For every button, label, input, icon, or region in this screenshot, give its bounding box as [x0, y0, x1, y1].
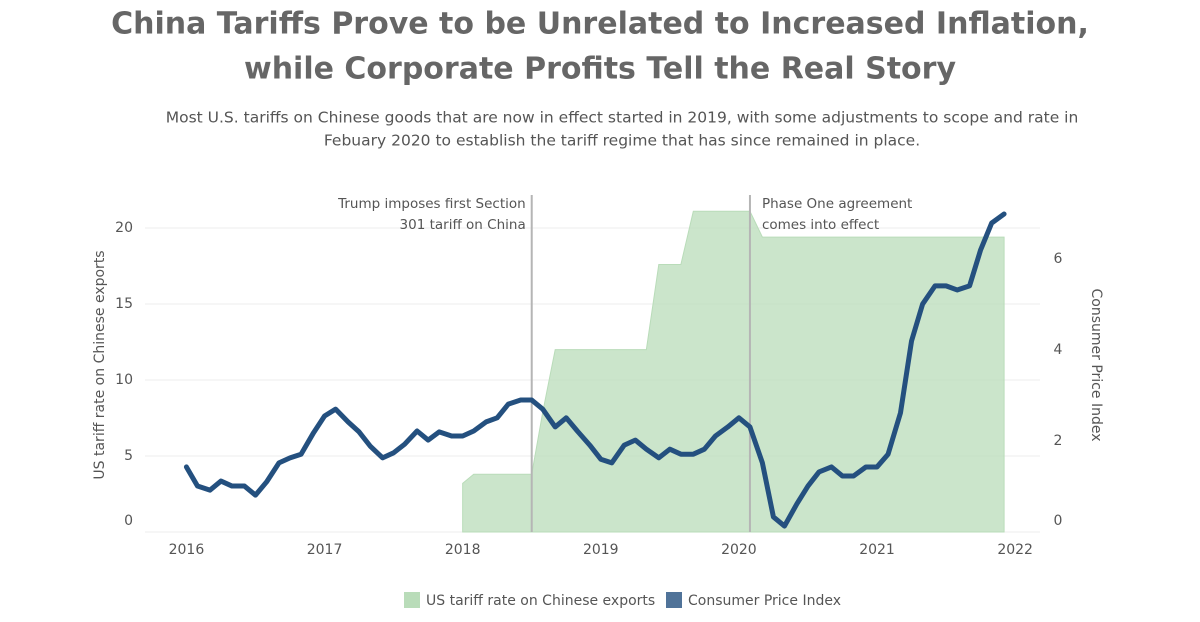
chart-subtitle: Febuary 2020 to establish the tariff reg…: [324, 132, 920, 150]
y-tick-label: 0: [124, 513, 133, 529]
x-tick-label: 2016: [169, 542, 205, 558]
y2-tick-label: 2: [1054, 433, 1063, 449]
y-tick-label: 10: [115, 372, 133, 388]
x-tick-label: 2022: [997, 542, 1033, 558]
legend-swatch: [404, 592, 420, 608]
legend-label: US tariff rate on Chinese exports: [426, 593, 655, 609]
y2-tick-label: 0: [1054, 513, 1063, 529]
area: [462, 210, 1005, 533]
chart-title: China Tariffs Prove to be Unrelated to I…: [111, 7, 1089, 42]
x-tick-label: 2020: [721, 542, 757, 558]
y-axis-title: US tariff rate on Chinese exports: [92, 250, 108, 479]
annotation-text: comes into effect: [762, 217, 879, 233]
annotation-text: Phase One agreement: [762, 196, 912, 212]
chart-title: while Corporate Profits Tell the Real St…: [244, 52, 956, 87]
x-tick-label: 2018: [445, 542, 481, 558]
y2-tick-label: 6: [1054, 251, 1063, 267]
y-tick-label: 5: [124, 448, 133, 464]
x-tick-label: 2017: [307, 542, 343, 558]
x-tick-label: 2021: [859, 542, 895, 558]
y2-axis-title: Consumer Price Index: [1088, 289, 1104, 442]
legend-swatch: [666, 592, 682, 608]
y2-tick-label: 4: [1054, 342, 1063, 358]
x-tick-label: 2019: [583, 542, 619, 558]
line: [183, 211, 1007, 529]
annotation-text: 301 tariff on China: [400, 217, 526, 233]
chart-subtitle: Most U.S. tariffs on Chinese goods that …: [166, 109, 1079, 127]
y-tick-label: 20: [115, 220, 133, 236]
y-tick-label: 15: [115, 296, 133, 312]
legend-label: Consumer Price Index: [688, 593, 841, 609]
annotation-text: Trump imposes first Section: [337, 196, 526, 212]
